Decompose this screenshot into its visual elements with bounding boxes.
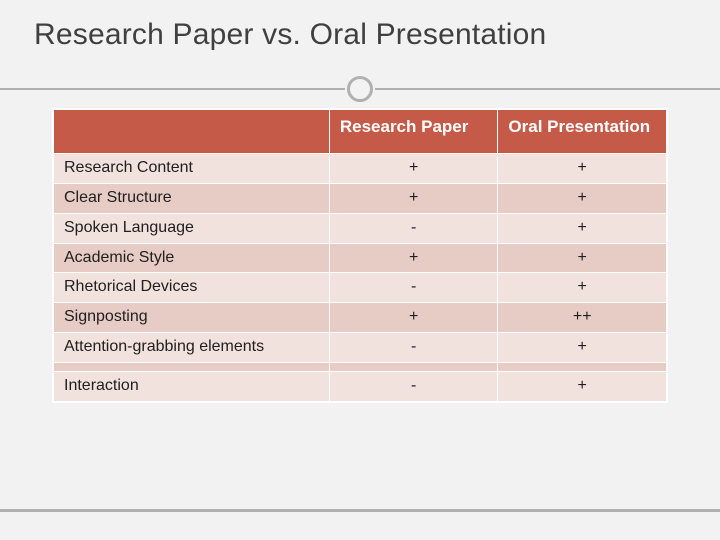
table-header-blank [54,110,330,154]
table-row: Spoken Language - + [54,213,667,243]
row-label: Spoken Language [54,213,330,243]
row-value-oral: + [498,243,667,273]
row-value-paper: - [329,273,498,303]
divider-line-left [0,88,345,90]
table-row: Clear Structure + + [54,184,667,214]
table-row: Interaction - + [54,371,667,401]
row-value-paper: - [329,371,498,401]
row-label [54,362,330,371]
table-header-research-paper: Research Paper [329,110,498,154]
title-divider [0,76,720,102]
table-row: Research Content + + [54,154,667,184]
table-row: Signposting + ++ [54,303,667,333]
row-value-oral: + [498,333,667,363]
row-value-paper: + [329,184,498,214]
row-value-oral [498,362,667,371]
divider-line-right [375,88,720,90]
table-row: Rhetorical Devices - + [54,273,667,303]
row-label: Research Content [54,154,330,184]
divider-circle-icon [347,76,373,102]
row-label: Clear Structure [54,184,330,214]
row-value-oral: + [498,371,667,401]
slide: Research Paper vs. Oral Presentation Res… [0,0,720,540]
row-value-oral: + [498,154,667,184]
row-value-paper [329,362,498,371]
comparison-table-container: Research Paper Oral Presentation Researc… [52,108,668,403]
row-value-paper: - [329,333,498,363]
table-row [54,362,667,371]
row-label: Interaction [54,371,330,401]
row-value-oral: + [498,184,667,214]
row-value-paper: + [329,303,498,333]
row-value-oral: + [498,213,667,243]
row-label: Rhetorical Devices [54,273,330,303]
row-value-oral: ++ [498,303,667,333]
table-header-row: Research Paper Oral Presentation [54,110,667,154]
table-row: Attention-grabbing elements - + [54,333,667,363]
row-label: Academic Style [54,243,330,273]
comparison-table: Research Paper Oral Presentation Researc… [53,109,667,402]
row-value-paper: + [329,243,498,273]
row-label: Attention-grabbing elements [54,333,330,363]
table-header-oral-presentation: Oral Presentation [498,110,667,154]
title-area: Research Paper vs. Oral Presentation [28,18,692,52]
row-value-paper: + [329,154,498,184]
table-row: Academic Style + + [54,243,667,273]
row-value-oral: + [498,273,667,303]
bottom-divider [0,509,720,512]
row-value-paper: - [329,213,498,243]
row-label: Signposting [54,303,330,333]
table-body: Research Content + + Clear Structure + +… [54,154,667,401]
slide-title: Research Paper vs. Oral Presentation [28,18,692,52]
